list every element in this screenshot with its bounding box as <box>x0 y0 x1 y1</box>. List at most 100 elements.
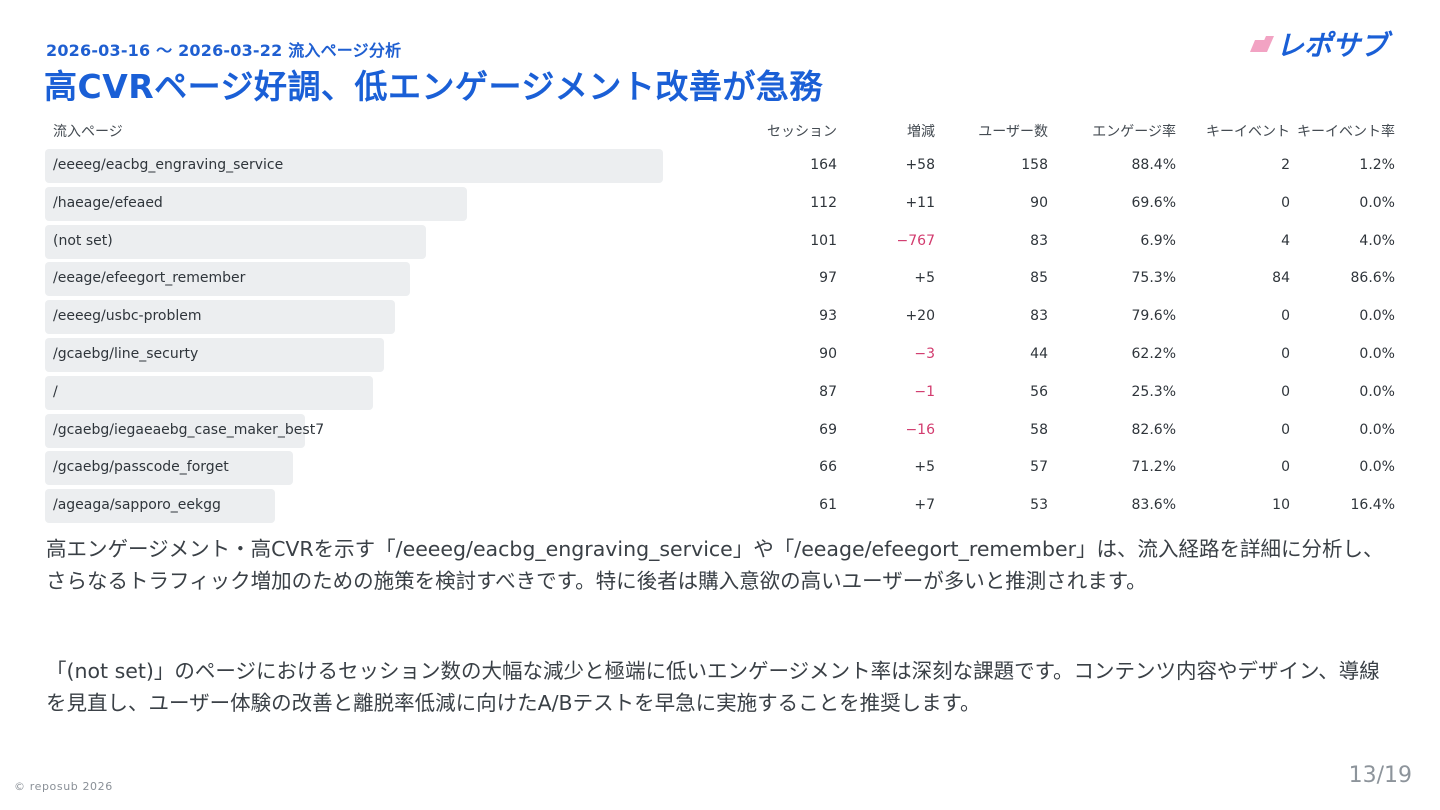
users-value: 83 <box>1030 308 1048 325</box>
change-value: +11 <box>905 194 935 211</box>
session-bar <box>45 451 293 486</box>
sessions-value: 61 <box>819 497 837 514</box>
users-value: 158 <box>1021 157 1048 173</box>
table-row[interactable]: / 87 −1 56 25.3% 0 0.0% <box>45 373 1395 411</box>
reposub-logo: レポサブ <box>1250 29 1393 60</box>
page-path: /eeeeg/usbc-problem <box>53 308 202 325</box>
engagement-value: 6.9% <box>1140 232 1176 249</box>
page-path: /gcaebg/line_securty <box>53 345 199 362</box>
key-event-rate-value: 1.2% <box>1359 157 1395 173</box>
key-events-value: 0 <box>1281 383 1290 400</box>
session-bar <box>45 149 663 183</box>
change-value: +5 <box>914 459 935 476</box>
key-events-value: 4 <box>1281 232 1290 249</box>
key-events-value: 0 <box>1281 459 1290 476</box>
key-event-rate-value: 86.6% <box>1350 270 1395 287</box>
users-value: 56 <box>1030 383 1048 400</box>
sessions-value: 112 <box>810 194 837 211</box>
session-bar <box>45 300 395 335</box>
change-value: +58 <box>905 157 935 173</box>
users-value: 83 <box>1030 232 1048 249</box>
header-users[interactable]: ユーザー数 <box>978 124 1048 140</box>
key-event-rate-value: 0.0% <box>1359 421 1395 438</box>
copyright: © reposub 2026 <box>14 780 113 793</box>
users-value: 90 <box>1030 194 1048 211</box>
session-bar <box>45 413 305 448</box>
page-number: 13/19 <box>1348 763 1412 788</box>
insight-paragraph-1: 高エンゲージメント・高CVRを示す「/eeeeg/eacbg_engraving… <box>46 537 1384 593</box>
users-value: 58 <box>1030 421 1048 438</box>
session-bar <box>45 337 384 372</box>
engagement-value: 88.4% <box>1131 157 1176 173</box>
session-bar <box>45 186 467 221</box>
change-value: +5 <box>914 270 935 287</box>
session-bar <box>45 262 410 297</box>
report-subtitle: 2026-03-16 ～ 2026-03-22 流入ページ分析 <box>46 41 402 60</box>
page-path: /gcaebg/passcode_forget <box>53 459 229 476</box>
engagement-value: 83.6% <box>1131 497 1176 514</box>
key-event-rate-value: 4.0% <box>1359 232 1395 249</box>
sessions-value: 93 <box>819 308 837 325</box>
session-bar <box>45 375 373 410</box>
engagement-value: 69.6% <box>1131 194 1176 211</box>
page-path: (not set) <box>53 232 113 249</box>
engagement-value: 79.6% <box>1131 308 1176 325</box>
engagement-value: 75.3% <box>1131 270 1176 287</box>
header-sessions[interactable]: セッション <box>767 124 837 140</box>
header-key-events[interactable]: キーイベント <box>1206 124 1290 140</box>
session-bar <box>45 489 275 524</box>
table-row[interactable]: /eeeeg/usbc-problem 93 +20 83 79.6% 0 0.0% <box>45 297 1395 335</box>
users-value: 85 <box>1030 270 1048 287</box>
key-event-rate-value: 0.0% <box>1359 308 1395 325</box>
change-value: −16 <box>905 421 935 438</box>
page-path: /eeeeg/eacbg_engraving_service <box>53 157 284 173</box>
page-title: 高CVRページ好調、低エンゲージメント改善が急務 <box>44 67 823 106</box>
sessions-value: 101 <box>810 232 837 249</box>
table-row[interactable]: /eeeeg/eacbg_engraving_service 164 +58 158 8… <box>45 146 1395 184</box>
key-events-value: 0 <box>1281 194 1290 211</box>
key-events-value: 2 <box>1281 157 1290 173</box>
change-value: −3 <box>914 345 935 362</box>
change-value: −767 <box>896 232 935 249</box>
page-path: / <box>53 383 58 400</box>
insight-paragraph-2: 「(not set)」のページにおけるセッション数の大幅な減少と極端に低いエンゲ… <box>46 659 1380 715</box>
table-row[interactable]: /ageaga/sapporo_eekgg 61 +7 53 83.6% 10 16.4% <box>45 486 1395 524</box>
page-path: /gcaebg/iegaeaebg_case_maker_best7 <box>53 421 325 438</box>
header-page[interactable]: 流入ページ <box>53 124 123 140</box>
page-path: /ageaga/sapporo_eekgg <box>53 497 221 514</box>
engagement-value: 62.2% <box>1131 345 1176 362</box>
key-event-rate-value: 0.0% <box>1359 194 1395 211</box>
page-path: /haeage/efeaed <box>53 194 163 211</box>
table-row[interactable]: /gcaebg/line_securty 90 −3 44 62.2% 0 0.0% <box>45 335 1395 373</box>
change-value: +20 <box>905 308 935 325</box>
table-row[interactable]: /eeage/efeegort_remember 97 +5 85 75.3% 84 86.… <box>45 259 1395 297</box>
users-value: 57 <box>1030 459 1048 476</box>
sessions-value: 66 <box>819 459 837 476</box>
engagement-value: 71.2% <box>1131 459 1176 476</box>
table-body: /eeeeg/eacbg_engraving_service 164 +58 158 8… <box>45 146 1395 524</box>
table-row[interactable]: /gcaebg/iegaeaebg_case_maker_best7 69 −16 5… <box>45 411 1395 449</box>
key-event-rate-value: 0.0% <box>1359 459 1395 476</box>
change-value: −1 <box>914 383 935 400</box>
engagement-value: 82.6% <box>1131 421 1176 438</box>
table-row[interactable]: /gcaebg/passcode_forget 66 +5 57 71.2% 0 0.0% <box>45 448 1395 486</box>
table-row[interactable]: (not set) 101 −767 83 6.9% 4 4.0% <box>45 222 1395 260</box>
landing-page-table: 流入ページ セッション 増減 ユーザー数 エンゲージ率 キーイベント キーイベン… <box>45 116 1395 524</box>
key-events-value: 0 <box>1281 421 1290 438</box>
key-event-rate-value: 0.0% <box>1359 345 1395 362</box>
table-row[interactable]: /haeage/efeaed 112 +11 90 69.6% 0 0.0% <box>45 184 1395 222</box>
sessions-value: 97 <box>819 270 837 287</box>
svg-text:レポサブ: レポサブ <box>1276 29 1393 60</box>
header-key-event-rate[interactable]: キーイベント率 <box>1297 124 1395 140</box>
sessions-value: 164 <box>810 157 837 173</box>
key-events-value: 84 <box>1272 270 1290 287</box>
key-events-value: 0 <box>1281 345 1290 362</box>
users-value: 44 <box>1030 345 1048 362</box>
table-header: 流入ページ セッション 増減 ユーザー数 エンゲージ率 キーイベント キーイベン… <box>45 116 1395 146</box>
sessions-value: 69 <box>819 421 837 438</box>
page-path: /eeage/efeegort_remember <box>53 270 246 287</box>
key-events-value: 10 <box>1272 497 1290 514</box>
header-engagement[interactable]: エンゲージ率 <box>1092 124 1176 140</box>
change-value: +7 <box>914 497 935 514</box>
header-change[interactable]: 増減 <box>907 124 935 140</box>
